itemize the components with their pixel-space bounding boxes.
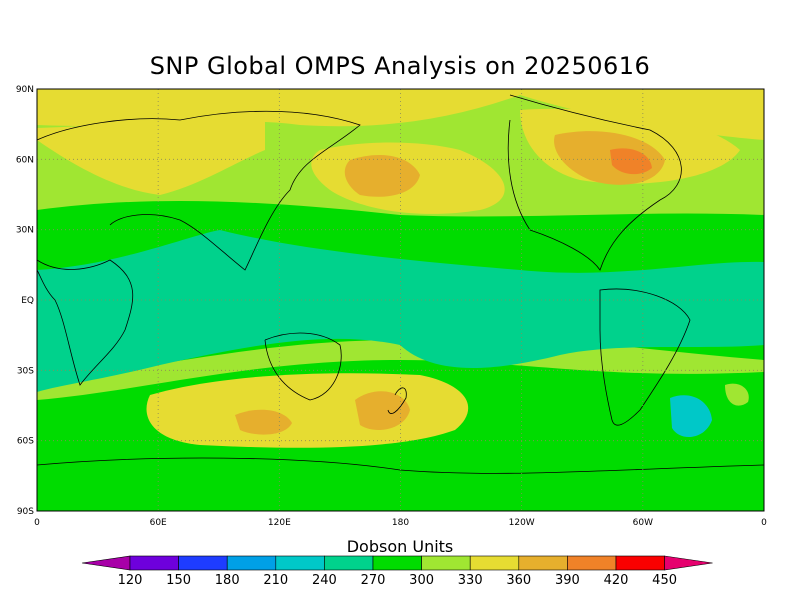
colorbar-segment	[615, 555, 665, 571]
colorbar-tick-label: 450	[652, 573, 677, 588]
colorbar-segment	[518, 555, 568, 571]
lat-label: 90S	[17, 507, 34, 517]
coast-north-america	[507, 94, 682, 271]
coastlines	[37, 94, 764, 474]
coast-eurasia	[37, 110, 361, 271]
lon-label: 180	[392, 518, 409, 528]
lat-label: 60N	[16, 155, 34, 165]
colorbar-tick-label: 180	[215, 573, 240, 588]
colorbar-label: Dobson Units	[347, 537, 454, 556]
lat-label: EQ	[21, 296, 34, 306]
field-south-atlantic-low	[670, 395, 712, 438]
ozone-contour-field	[37, 89, 764, 511]
colorbar-tick-label: 360	[506, 573, 531, 588]
lon-label: 120E	[268, 518, 291, 528]
coast-australia	[264, 332, 342, 401]
colorbar-tick-label: 240	[312, 573, 337, 588]
colorbar-tick-label: 270	[361, 573, 386, 588]
colorbar-segment	[324, 555, 374, 571]
lon-label: 60E	[150, 518, 167, 528]
lon-label: 120W	[509, 518, 535, 528]
map-title: SNP Global OMPS Analysis on 20250616	[149, 52, 651, 80]
colorbar-tick-label: 330	[458, 573, 483, 588]
lon-label: 0	[761, 518, 767, 528]
coast-antarctica	[37, 457, 764, 474]
colorbar-segment	[178, 555, 228, 571]
coast-new-zealand	[387, 387, 407, 414]
field-south-atlantic-patch	[725, 383, 749, 406]
colorbar-segment	[421, 555, 471, 571]
colorbar-segment	[275, 555, 325, 571]
colorbar-tick-label: 390	[555, 573, 580, 588]
colorbar-segment	[129, 555, 179, 571]
map-frame	[36, 88, 765, 512]
colorbar-tick-label: 120	[118, 573, 143, 588]
coast-africa	[37, 259, 134, 386]
colorbar-segment	[372, 555, 422, 571]
colorbar	[81, 555, 713, 571]
field-new-zealand-peak	[355, 391, 410, 430]
field-indian-ocean-peak	[235, 409, 292, 435]
colorbar-tick-labels: 120 150 180 210 240 270 300 330 360 390 420 450	[118, 573, 677, 588]
colorbar-segment	[469, 555, 520, 571]
field-pacific-peak	[344, 155, 420, 197]
field-arctic-high	[37, 89, 764, 140]
lon-label: 60W	[633, 518, 653, 528]
colorbar-tick-label: 210	[263, 573, 288, 588]
lat-label: 30S	[17, 366, 34, 376]
longitude-labels: 0 60E 120E 180 120W 60W 0	[34, 518, 767, 528]
field-tropical-low	[37, 230, 764, 392]
colorbar-segment	[226, 555, 277, 571]
field-eurasia-high	[37, 120, 265, 195]
lon-label: 0	[34, 518, 40, 528]
colorbar-tick-label: 150	[166, 573, 191, 588]
field-canada-max	[610, 148, 652, 175]
colorbar-max-arrow	[664, 555, 713, 571]
lat-label: 60S	[17, 437, 34, 447]
colorbar-tick-label: 300	[409, 573, 434, 588]
lat-label: 30N	[16, 226, 34, 236]
latitude-labels: 90N 60N 30N EQ 30S 60S 90S	[16, 85, 34, 517]
colorbar-min-arrow	[81, 555, 131, 571]
colorbar-segment	[567, 555, 617, 571]
colorbar-tick-label: 420	[604, 573, 629, 588]
lat-label: 90N	[16, 85, 34, 95]
